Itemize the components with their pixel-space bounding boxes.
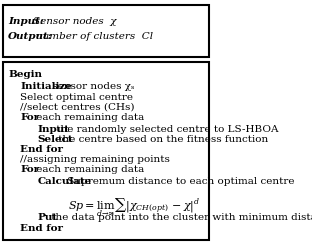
FancyBboxPatch shape [3,62,209,240]
Text: Begin: Begin [8,70,42,79]
Text: each remaining data: each remaining data [32,165,144,174]
Text: Select: Select [37,135,73,144]
Text: $Sp = \lim_{d \rightarrow \infty} \sum |\chi_{CH(opt)} - \chi|^{d}$: $Sp = \lim_{d \rightarrow \infty} \sum |… [68,196,200,219]
Text: Output:: Output: [8,32,53,41]
Text: Select optimal centre: Select optimal centre [20,93,133,102]
Text: End for: End for [20,145,63,154]
Text: //assigning remaining points: //assigning remaining points [20,155,170,164]
Text: Calculate: Calculate [37,177,91,186]
Text: Sensor nodes  χ: Sensor nodes χ [32,17,116,26]
Text: End for: End for [20,224,63,233]
Text: the data point into the cluster with minimum distance: the data point into the cluster with min… [48,213,312,222]
FancyBboxPatch shape [3,5,209,57]
Text: For: For [20,165,39,174]
Text: each remaining data: each remaining data [32,113,144,122]
Text: Initialize: Initialize [20,82,72,91]
Text: the randomly selected centre to LS-HBOA: the randomly selected centre to LS-HBOA [53,125,278,134]
Text: Input:: Input: [8,17,44,26]
Text: Supremum distance to each optimal centre: Supremum distance to each optimal centre [64,177,295,186]
Text: the centre based on the fitness function: the centre based on the fitness function [55,135,268,144]
Text: Put: Put [37,213,57,222]
Text: For: For [20,113,39,122]
Text: Input: Input [37,125,69,134]
Text: sensor nodes χₛ: sensor nodes χₛ [49,82,134,91]
Text: //select centres (CHs): //select centres (CHs) [20,103,135,112]
Text: number of clusters  Cl: number of clusters Cl [36,32,153,41]
